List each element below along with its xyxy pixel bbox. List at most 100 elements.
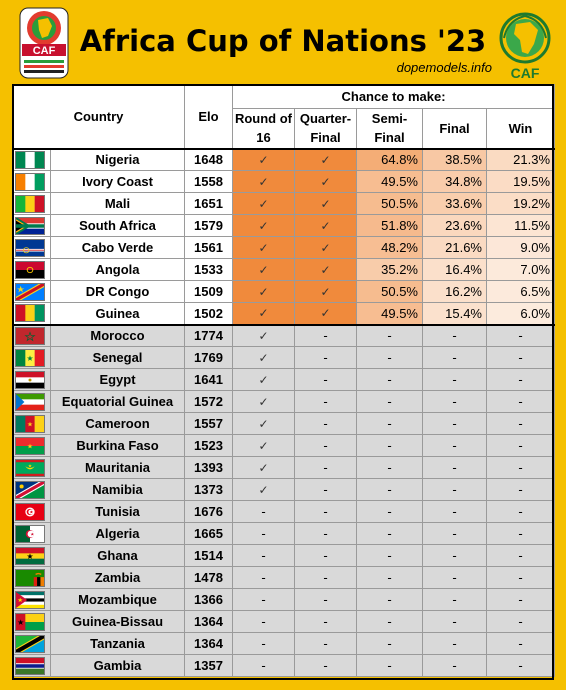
win-cell: 7.0% <box>485 258 556 281</box>
semi-final-cell: - <box>356 588 423 611</box>
final-cell: 34.8% <box>422 170 487 193</box>
quarter-final-cell: ✓ <box>294 236 357 259</box>
flag-cell <box>12 214 51 237</box>
flag-zambia-icon <box>15 568 45 587</box>
r16-cell: - <box>232 500 295 523</box>
country-cell: Nigeria <box>50 148 185 171</box>
flag-nigeria-icon <box>15 150 45 169</box>
table-row: Gambia 1357- - - - - <box>12 654 556 677</box>
win-cell: 11.5% <box>485 214 556 237</box>
country-cell: South Africa <box>50 214 185 237</box>
flag-cell <box>12 302 51 326</box>
r16-cell: - <box>232 566 295 589</box>
final-cell: 15.4% <box>422 302 487 326</box>
country-cell: Zambia <box>50 566 185 589</box>
final-cell: 23.6% <box>422 214 487 237</box>
flag-senegal-icon <box>15 348 45 367</box>
quarter-final-cell: - <box>294 632 357 655</box>
country-cell: Cameroon <box>50 412 185 435</box>
final-cell: - <box>422 588 487 611</box>
flag-cell <box>12 544 51 567</box>
semi-final-cell: 49.5% <box>356 170 423 193</box>
table-row: Equatorial Guinea 1572 ✓ - - - - <box>12 390 556 413</box>
win-cell: 19.5% <box>485 170 556 193</box>
elo-cell: 1514 <box>184 544 233 567</box>
quarter-final-cell: ✓ <box>294 170 357 193</box>
flag-cell <box>12 148 51 171</box>
r16-cell: ✓ <box>232 456 295 479</box>
flag-guinea-icon <box>15 304 45 323</box>
country-cell: Mauritania <box>50 456 185 479</box>
quarter-final-cell: - <box>294 566 357 589</box>
quarter-final-cell: ✓ <box>294 302 357 326</box>
quarter-final-cell: - <box>294 544 357 567</box>
win-cell: - <box>485 390 556 413</box>
semi-final-cell: - <box>356 346 423 369</box>
quarter-final-cell: - <box>294 654 357 677</box>
flag-tanzania-icon <box>15 634 45 653</box>
country-cell: Ivory Coast <box>50 170 185 193</box>
country-cell: Guinea <box>50 302 185 326</box>
final-cell: - <box>422 632 487 655</box>
flag-ghana-icon <box>15 546 45 565</box>
table-row: Tanzania 1364- - - - - <box>12 632 556 655</box>
r16-cell: ✓ <box>232 412 295 435</box>
elo-cell: 1641 <box>184 368 233 391</box>
col-header-win: Win <box>485 108 556 150</box>
flag-cell <box>12 412 51 435</box>
r16-cell: ✓ <box>232 170 295 193</box>
flag-cell <box>12 478 51 501</box>
table-row: Mauritania 1393 ✓ - - - - <box>12 456 556 479</box>
win-cell: - <box>485 324 556 347</box>
final-cell: 16.2% <box>422 280 487 303</box>
quarter-final-cell: - <box>294 390 357 413</box>
country-cell: Tunisia <box>50 500 185 523</box>
final-cell: - <box>422 412 487 435</box>
flag-cell <box>12 368 51 391</box>
final-cell: - <box>422 456 487 479</box>
elo-cell: 1357 <box>184 654 233 677</box>
final-cell: - <box>422 434 487 457</box>
win-cell: - <box>485 632 556 655</box>
flag-mali-icon <box>15 194 45 213</box>
win-cell: 6.5% <box>485 280 556 303</box>
elo-cell: 1648 <box>184 148 233 171</box>
page-title: Africa Cup of Nations '23 <box>79 24 487 58</box>
r16-cell: ✓ <box>232 236 295 259</box>
quarter-final-cell: - <box>294 434 357 457</box>
elo-cell: 1364 <box>184 610 233 633</box>
semi-final-cell: - <box>356 544 423 567</box>
semi-final-cell: - <box>356 368 423 391</box>
quarter-final-cell: ✓ <box>294 148 357 171</box>
elo-cell: 1561 <box>184 236 233 259</box>
quarter-final-cell: ✓ <box>294 258 357 281</box>
table-row: Zambia 1478- - - - - <box>12 566 556 589</box>
quarter-final-cell: - <box>294 368 357 391</box>
table-row: Senegal 1769 ✓ - - - - <box>12 346 556 369</box>
semi-final-cell: - <box>356 456 423 479</box>
quarter-final-cell: - <box>294 588 357 611</box>
r16-cell: - <box>232 610 295 633</box>
win-cell: - <box>485 610 556 633</box>
quarter-final-cell: - <box>294 456 357 479</box>
flag-cell <box>12 280 51 303</box>
elo-cell: 1558 <box>184 170 233 193</box>
table-row: Cameroon 1557 ✓ - - - - <box>12 412 556 435</box>
table-row: Nigeria 1648 ✓ ✓ 64.8% 38.5% 21.3% <box>12 148 556 171</box>
table-row: South Africa 1579 ✓ ✓ 51.8% 23.6% 11.5% <box>12 214 556 237</box>
final-cell: - <box>422 368 487 391</box>
table-row: Mozambique 1366- - - - - <box>12 588 556 611</box>
semi-final-cell: - <box>356 434 423 457</box>
country-cell: Guinea-Bissau <box>50 610 185 633</box>
flag-egypt-icon <box>15 370 45 389</box>
table-row: Burkina Faso 1523 ✓ - - - - <box>12 434 556 457</box>
elo-cell: 1393 <box>184 456 233 479</box>
semi-final-cell: - <box>356 632 423 655</box>
country-cell: Algeria <box>50 522 185 545</box>
semi-final-cell: - <box>356 654 423 677</box>
country-cell: Namibia <box>50 478 185 501</box>
final-cell: 38.5% <box>422 148 487 171</box>
win-cell: - <box>485 500 556 523</box>
elo-cell: 1774 <box>184 324 233 347</box>
flag-morocco-icon <box>15 326 45 345</box>
